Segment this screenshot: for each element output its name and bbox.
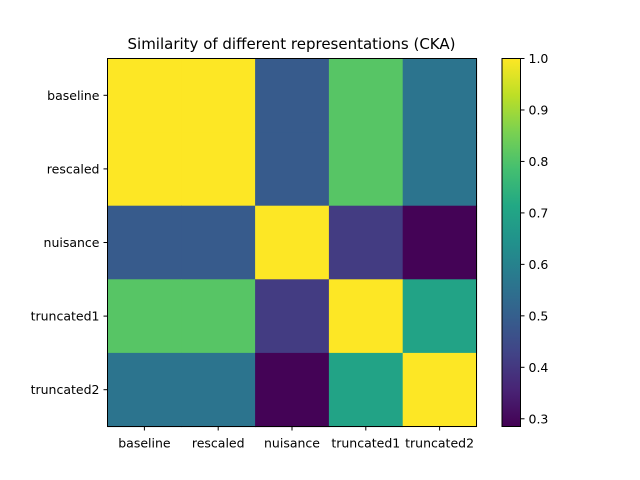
heatmap-cell bbox=[255, 279, 330, 354]
heatmap-cells bbox=[107, 58, 478, 428]
colorbar-tick-label: 0.6 bbox=[529, 257, 549, 272]
heatmap-cell bbox=[107, 58, 182, 133]
colorbar-tick-label: 0.9 bbox=[529, 102, 549, 117]
heatmap-cell bbox=[181, 132, 256, 207]
heatmap-cell bbox=[328, 132, 404, 207]
heatmap-cell bbox=[328, 205, 404, 280]
heatmap-cell bbox=[181, 279, 256, 354]
heatmap-cell bbox=[402, 132, 478, 207]
heatmap-cell bbox=[402, 279, 478, 354]
y-tick-label: truncated2 bbox=[31, 382, 100, 397]
heatmap-cell bbox=[328, 352, 404, 428]
x-tick-label: truncated2 bbox=[405, 436, 474, 451]
heatmap-cell bbox=[255, 205, 330, 280]
heatmap-cell bbox=[328, 279, 404, 354]
heatmap-cell bbox=[107, 132, 182, 207]
heatmap-cell bbox=[181, 352, 256, 428]
colorbar-frame bbox=[501, 58, 521, 427]
y-tick-label: rescaled bbox=[47, 161, 100, 176]
heatmap-cell bbox=[402, 58, 478, 133]
x-tick-label: truncated1 bbox=[331, 436, 400, 451]
y-tick-label: truncated1 bbox=[31, 309, 100, 324]
heatmap-cell bbox=[328, 58, 404, 133]
y-axis: baseline rescaled nuisance truncated1 trunca… bbox=[31, 88, 108, 397]
colorbar-tick-label: 1.0 bbox=[529, 51, 549, 66]
x-tick-label: rescaled bbox=[192, 436, 245, 451]
heatmap-cell bbox=[255, 132, 330, 207]
colorbar-gradient bbox=[502, 58, 521, 427]
colorbar-tick-label: 0.3 bbox=[529, 411, 549, 426]
heatmap-cell bbox=[107, 205, 182, 280]
colorbar-tick-label: 0.8 bbox=[529, 154, 549, 169]
heatmap-cell bbox=[402, 205, 478, 280]
colorbar: 0.3 0.4 0.5 0.6 0.7 0.8 0.9 1.0 bbox=[501, 51, 549, 427]
heatmap-cell bbox=[181, 58, 256, 133]
colorbar-tick-label: 0.4 bbox=[529, 360, 549, 375]
y-tick-label: baseline bbox=[47, 88, 100, 103]
colorbar-tick-label: 0.7 bbox=[529, 205, 549, 220]
y-tick-label: nuisance bbox=[44, 235, 100, 250]
heatmap-cell bbox=[255, 58, 330, 133]
heatmap-cell bbox=[107, 352, 182, 428]
x-axis: baseline rescaled nuisance truncated1 trunca… bbox=[118, 426, 474, 451]
chart-title: Similarity of different representations … bbox=[128, 35, 456, 53]
heatmap-cell bbox=[181, 205, 256, 280]
x-tick-label: nuisance bbox=[264, 436, 320, 451]
x-tick-label: baseline bbox=[118, 436, 171, 451]
heatmap-cell bbox=[255, 352, 330, 428]
heatmap-cell bbox=[402, 352, 478, 428]
heatmap-cell bbox=[107, 279, 182, 354]
colorbar-ticks: 0.3 0.4 0.5 0.6 0.7 0.8 0.9 1.0 bbox=[520, 51, 549, 426]
colorbar-tick-label: 0.5 bbox=[529, 308, 549, 323]
